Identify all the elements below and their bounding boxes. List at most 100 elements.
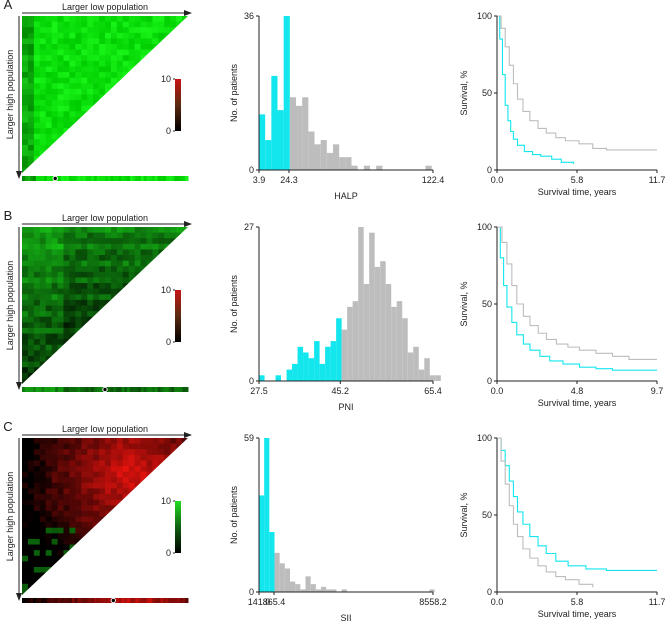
heatmap-cell (87, 288, 94, 295)
heatmap-cell (93, 38, 100, 45)
heatmap-cell (170, 438, 177, 445)
heatmap-cell (39, 227, 47, 234)
strip-cell (102, 598, 106, 603)
heatmap-cell (87, 271, 94, 279)
strip-cell (140, 598, 145, 603)
heatmap-cell (69, 260, 76, 267)
heatmap-cell (51, 277, 59, 284)
histogram-bar (320, 140, 327, 170)
heatmap-cell (87, 443, 94, 450)
heatmap-cell (45, 27, 53, 34)
heatmap-cell (134, 38, 142, 45)
heatmap-cell (22, 238, 29, 245)
heatmap-cell (87, 477, 94, 484)
heatmap-cell (116, 488, 124, 495)
heatmap-cell (69, 271, 76, 279)
strip-cell (22, 598, 26, 603)
heatmap-cell (57, 460, 65, 467)
histogram-bar (351, 165, 358, 170)
histogram-bar (284, 568, 291, 592)
heatmap-cell (27, 139, 35, 146)
heatmap-cell (63, 94, 71, 101)
heatmap-cell (45, 460, 53, 467)
hist-ylabel: No. of patients (229, 274, 239, 333)
strip-cell (35, 387, 40, 392)
heatmap-cell (81, 311, 88, 318)
heatmap-cell (27, 77, 35, 84)
hist-ymax-label: 27 (244, 222, 254, 232)
heatmap-cell (63, 294, 71, 301)
heatmap-cell (27, 122, 35, 129)
heatmap-cell (146, 16, 154, 23)
heatmap-cell (122, 16, 130, 23)
heatmap-cell (57, 21, 65, 28)
heatmap-cell (75, 77, 82, 84)
heatmap-cell (57, 454, 65, 462)
heatmap-cell (51, 77, 59, 84)
heatmap-cell (122, 460, 130, 467)
heatmap-cell (33, 438, 41, 445)
heatmap-cell (45, 522, 53, 529)
heatmap-cell (134, 466, 142, 473)
heatmap-cell (99, 466, 106, 473)
heatmap-cell (51, 60, 59, 68)
heatmap-cell (99, 255, 106, 262)
heatmap-cell (87, 27, 94, 34)
heatmap-cell (27, 283, 35, 290)
surv-xtick-label: 0.0 (491, 386, 504, 396)
heatmap-cell (22, 44, 29, 51)
strip-cell (129, 387, 134, 392)
heatmap-cell (75, 505, 82, 512)
heatmap-cell (63, 438, 71, 445)
heatmap-cell (51, 510, 59, 518)
heatmap-cell (87, 311, 94, 318)
heatmap-cell (146, 443, 154, 450)
heatmap-cell (45, 66, 53, 73)
strip-cell (80, 387, 84, 392)
strip-cell (154, 176, 159, 181)
heatmap-cell (27, 527, 35, 534)
heatmap-cell (105, 49, 112, 56)
heatmap-cell (39, 21, 47, 28)
heatmap-cell (63, 305, 71, 312)
heatmap-cell (134, 243, 142, 251)
heatmap-cell (110, 449, 118, 456)
heatmap-cell (69, 283, 76, 290)
strip-cell (113, 176, 117, 181)
heatmap-cell (27, 566, 35, 574)
strip-cell (182, 176, 186, 181)
heatmap-cell (81, 505, 88, 512)
heatmap-cell (87, 66, 94, 73)
surv-xtick-label: 5.8 (571, 597, 584, 607)
heatmap-cell (105, 260, 112, 267)
heatmap-cell (128, 49, 136, 56)
heatmap-cell (116, 454, 124, 462)
heatmap-cell (140, 443, 148, 450)
heatmap-cell (22, 144, 29, 152)
heatmap-cell (128, 438, 136, 445)
cutoff-marker (110, 597, 117, 604)
heatmap-cell (57, 72, 65, 79)
heatmap-cell (45, 516, 53, 523)
heatmap-cell (39, 494, 47, 501)
scale-min-label: 0 (166, 548, 171, 558)
histogram-bar (274, 552, 280, 592)
survival-curve-low (497, 15, 575, 164)
heatmap-cell (22, 116, 29, 124)
heatmap-cell (22, 454, 29, 462)
heatmap-cell (75, 438, 82, 445)
heatmap-cell (75, 454, 82, 462)
scale-max-label: 10 (161, 285, 171, 295)
heatmap-cell (81, 454, 88, 462)
heatmap-cell (63, 460, 71, 467)
heatmap-cell (39, 550, 47, 557)
heatmap-cell (158, 438, 165, 445)
heatmap-cell (57, 266, 65, 273)
heatmap-cell (27, 105, 35, 112)
heatmap-cell (69, 522, 76, 529)
heatmap-cell (39, 144, 47, 152)
heatmap-cell (57, 299, 65, 307)
heatmap-cell (122, 454, 130, 462)
heatmap-cell (27, 27, 35, 34)
heatmap-cell (51, 316, 59, 323)
